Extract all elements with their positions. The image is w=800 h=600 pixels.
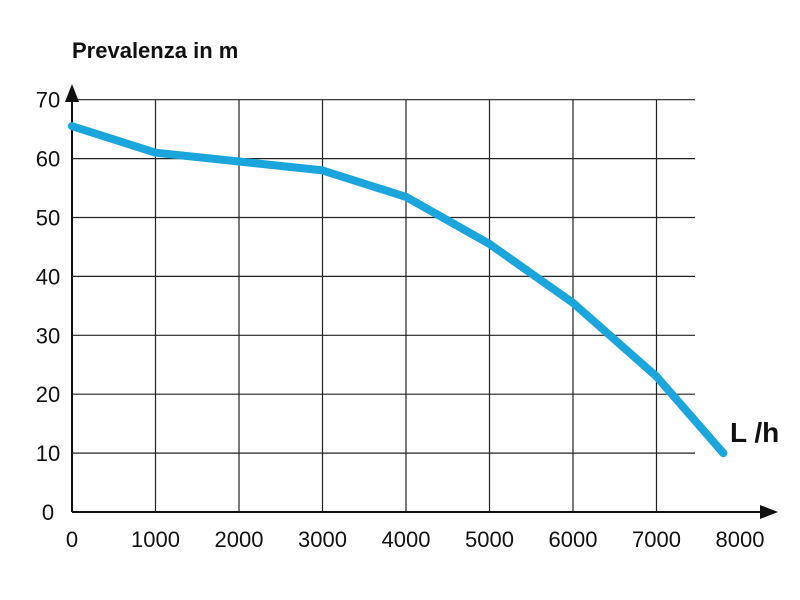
- grid: [72, 99, 695, 512]
- data-point: [402, 192, 410, 201]
- data-point: [485, 240, 494, 249]
- x-tick-label: 7000: [632, 527, 681, 552]
- data-point: [68, 122, 76, 131]
- data-point: [235, 157, 243, 166]
- y-tick-label: 30: [36, 323, 60, 348]
- data-point: [569, 298, 577, 307]
- y-tick-labels: 0 10 20 30 40 50 60 70: [36, 88, 60, 525]
- y-tick-label: 0: [42, 500, 54, 525]
- y-axis-arrow-icon: [65, 84, 79, 102]
- data-point: [719, 449, 728, 458]
- series-line: [68, 122, 728, 458]
- x-axis-arrow-icon: [760, 505, 778, 519]
- x-tick-label: 0: [66, 527, 78, 552]
- x-tick-label: 6000: [549, 527, 598, 552]
- data-point: [318, 166, 327, 175]
- x-tick-label: 8000: [716, 527, 765, 552]
- x-axis-title: L /h: [730, 417, 779, 448]
- axes: [65, 84, 778, 519]
- y-tick-label: 40: [36, 264, 60, 289]
- y-axis-title: Prevalenza in m: [72, 38, 238, 63]
- y-tick-label: 60: [36, 147, 60, 172]
- y-tick-label: 20: [36, 382, 60, 407]
- x-tick-label: 1000: [131, 527, 180, 552]
- x-tick-label: 3000: [298, 527, 347, 552]
- x-tick-label: 4000: [382, 527, 431, 552]
- data-point: [652, 372, 661, 381]
- data-point: [151, 148, 160, 157]
- x-tick-label: 5000: [465, 527, 514, 552]
- y-tick-label: 10: [36, 441, 60, 466]
- y-tick-label: 70: [36, 88, 60, 113]
- x-tick-labels: 0 1000 2000 3000 4000 5000 6000 7000 8000: [66, 527, 765, 552]
- data-points: [68, 122, 728, 458]
- x-tick-label: 2000: [215, 527, 264, 552]
- y-tick-label: 50: [36, 206, 60, 231]
